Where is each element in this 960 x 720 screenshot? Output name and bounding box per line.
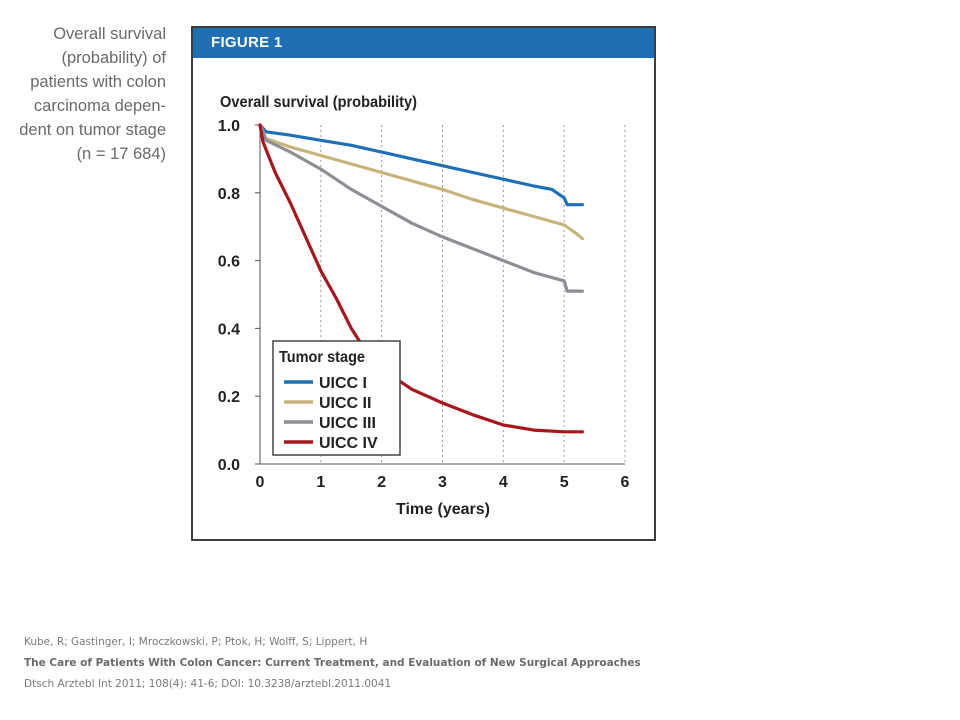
x-tick-label: 2	[377, 474, 386, 491]
legend-title: Tumor stage	[279, 349, 365, 366]
caption-line: carcinoma depen-	[33, 97, 166, 115]
legend-label: UICC III	[319, 415, 376, 432]
x-tick-label: 5	[560, 474, 569, 491]
x-tick-label: 1	[316, 474, 325, 491]
caption-line: (probability) of	[61, 49, 166, 67]
series-line-uicc-ii	[258, 123, 584, 241]
y-tick-label: 0.4	[218, 321, 240, 338]
x-tick-label: 3	[438, 474, 447, 491]
figure-panel: FIGURE 1 Overall survival (probability) 0…	[191, 26, 656, 541]
survival-chart: Overall survival (probability) 0 1 2 3 4 5 6 0.0…	[218, 94, 630, 518]
legend-label: UICC IV	[319, 435, 378, 452]
y-tick-label: 0.0	[218, 457, 240, 474]
figure-caption: Overall survival (probability) of patien…	[10, 22, 166, 166]
x-tick-label: 0	[256, 474, 265, 491]
series-line-uicc-iii	[258, 123, 584, 293]
caption-line: Overall survival	[53, 25, 166, 43]
y-tick-label: 0.6	[218, 254, 240, 271]
caption-line: (n = 17 684)	[76, 145, 166, 163]
series-line-uicc-i	[258, 123, 584, 207]
citation-authors: Kube, R; Gastinger, I; Mroczkowski, P; P…	[24, 636, 368, 648]
y-tick-label: 0.2	[218, 389, 240, 406]
x-axis-label: Time (years)	[396, 501, 490, 518]
legend-label: UICC I	[319, 375, 367, 392]
chart-title: Overall survival (probability)	[220, 94, 417, 111]
x-tick-label: 4	[499, 474, 508, 491]
legend-box	[272, 340, 401, 456]
caption-line: patients with colon	[30, 73, 166, 91]
caption-line: dent on tumor stage	[19, 121, 166, 139]
figure-header: FIGURE 1	[193, 28, 654, 58]
x-tick-label: 6	[621, 474, 630, 491]
citation-source: Dtsch Arztebl Int 2011; 108(4): 41-6; DO…	[24, 678, 392, 690]
legend-label: UICC II	[319, 395, 371, 412]
citation-title: The Care of Patients With Colon Cancer: …	[24, 657, 641, 669]
y-tick-label: 1.0	[218, 118, 240, 135]
y-tick-label: 0.8	[218, 186, 240, 203]
